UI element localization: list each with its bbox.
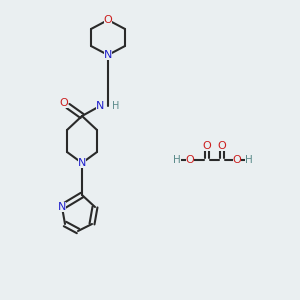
Text: O: O — [60, 98, 68, 108]
Text: O: O — [202, 141, 211, 151]
Text: O: O — [232, 155, 242, 165]
Text: H: H — [173, 155, 181, 165]
Text: O: O — [186, 155, 194, 165]
Text: O: O — [103, 15, 112, 25]
Text: H: H — [245, 155, 253, 165]
Text: N: N — [58, 202, 66, 212]
Text: N: N — [104, 50, 112, 60]
Text: N: N — [96, 101, 104, 111]
Text: H: H — [112, 101, 119, 111]
Text: N: N — [78, 158, 86, 168]
Text: O: O — [218, 141, 226, 151]
